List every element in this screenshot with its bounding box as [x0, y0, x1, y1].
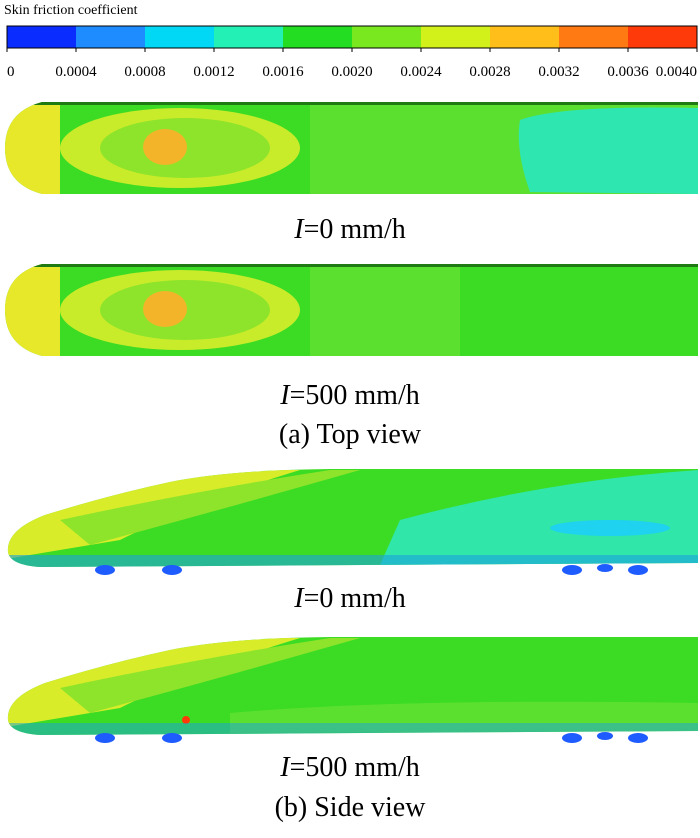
colorbar-tick-label: 0.0020	[331, 64, 372, 80]
colorbar-segment	[7, 26, 77, 48]
colorbar-segment	[490, 26, 560, 48]
train-side-view	[7, 637, 698, 743]
colorbar-segment	[421, 26, 491, 48]
caption-text: =0 mm/h	[304, 214, 406, 245]
caption-text: =500 mm/h	[290, 752, 420, 783]
train-top-view	[5, 264, 698, 356]
caption-variable: I	[293, 214, 305, 245]
colorbar-segment	[352, 26, 422, 48]
colorbar-segment	[283, 26, 353, 48]
panel-caption: I=500 mm/h	[279, 380, 419, 411]
colorbar-tick-label: 0.0024	[400, 64, 442, 80]
colorbar-tick-label: 0.0016	[262, 64, 304, 80]
colorbar-tick-label: 0.0012	[193, 64, 234, 80]
colorbar-tick-label: 0	[7, 64, 15, 80]
colorbar-tick-label: 0.0032	[538, 64, 579, 80]
colorbar: 0 0.0004 0.0008 0.0012 0.0016 0.0020 0.0024 0.0…	[6, 25, 698, 80]
train-top-view	[5, 102, 698, 194]
colorbar-tick-label: 0.0028	[469, 64, 510, 80]
colorbar-segment	[559, 26, 629, 48]
colorbar-segment	[145, 26, 215, 48]
caption-text: =500 mm/h	[290, 380, 420, 411]
figure-label: (a) Top view	[279, 419, 422, 450]
panel-caption: I=0 mm/h	[293, 583, 405, 614]
colorbar-segment	[76, 26, 146, 48]
train-side-view	[7, 469, 698, 575]
colorbar-tick-label: 0.0004	[55, 64, 97, 80]
colorbar-tick-label: 0.0036	[607, 64, 649, 80]
panel-caption: I=0 mm/h	[293, 214, 405, 245]
colorbar-tick-label: 0.0008	[124, 64, 165, 80]
colorbar-segment	[214, 26, 284, 48]
caption-variable: I	[293, 583, 305, 614]
colorbar-tick-label: 0.0040	[656, 64, 697, 80]
caption-text: =0 mm/h	[304, 583, 406, 614]
colorbar-segment	[628, 26, 698, 48]
figure-label: (b) Side view	[275, 792, 427, 823]
caption-variable: I	[279, 752, 291, 783]
colorbar-title: Skin friction coefficient	[4, 3, 138, 18]
caption-variable: I	[279, 380, 291, 411]
panel-caption: I=500 mm/h	[279, 752, 419, 783]
